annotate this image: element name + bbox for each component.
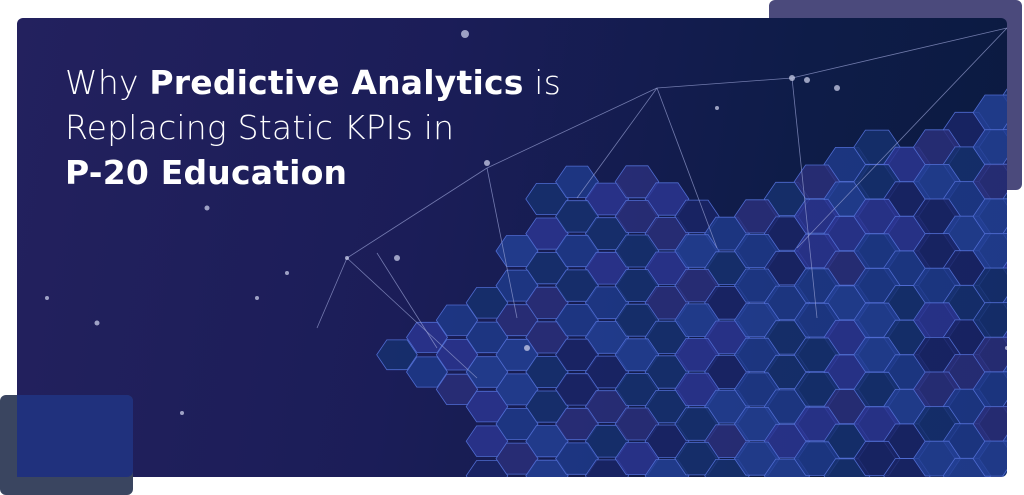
hexagon-cell [406, 356, 448, 388]
hexagon-cell [972, 163, 1007, 200]
star-dot [45, 296, 49, 300]
network-line [346, 167, 488, 259]
network-line [656, 77, 793, 89]
star-dot [804, 77, 810, 83]
title-line-3: P-20 Education [65, 150, 561, 195]
title-line-2: Replacing Static KPIs in [65, 108, 455, 147]
hexagon-cell [972, 302, 1007, 339]
banner-card: Why Predictive Analytics is Replacing St… [17, 18, 1007, 477]
title-text: Why [65, 63, 150, 102]
hexagon-cell [972, 198, 1007, 235]
network-line [346, 257, 478, 379]
network-line [791, 77, 818, 319]
hexagon-cell [972, 94, 1007, 131]
star-dot [484, 160, 490, 166]
title-highlight: Predictive Analytics [149, 63, 524, 102]
star-dot [789, 75, 795, 81]
star-dot [461, 30, 469, 38]
star-dot [394, 255, 400, 261]
network-line [791, 27, 1007, 79]
hexagon-cell [972, 336, 1007, 373]
star-dot [524, 345, 530, 351]
hexagon-cell [1002, 469, 1007, 477]
network-line [656, 87, 718, 249]
star-dot [255, 296, 259, 300]
network-line [486, 167, 518, 319]
hexagon-cell [972, 232, 1007, 270]
star-dot [1005, 346, 1007, 350]
title-line-1: Why Predictive Analytics is [65, 60, 561, 105]
star-dot [715, 106, 719, 110]
star-dot [834, 85, 840, 91]
hexagon-cell [972, 371, 1007, 408]
network-line [576, 87, 658, 199]
network-line [376, 252, 438, 349]
hexagon-cell [972, 440, 1007, 477]
title-highlight: P-20 Education [65, 153, 348, 192]
hexagon-cell [406, 321, 448, 353]
network-line [316, 257, 348, 329]
hexagon-cell [972, 129, 1007, 166]
hexagon-cell [972, 267, 1007, 304]
star-dot [180, 411, 184, 415]
hexagon-wave-illustration [45, 27, 1007, 477]
banner-title: Why Predictive Analytics is Replacing St… [65, 60, 561, 195]
star-dot [204, 205, 210, 211]
hexagon-cell [376, 339, 418, 371]
network-line [796, 27, 1007, 249]
network-line [486, 87, 658, 169]
title-text: is [523, 63, 562, 102]
decorative-panel-bottom-left-overlay [17, 395, 133, 477]
star-dot [94, 320, 100, 326]
hexagon-cell [972, 405, 1007, 443]
star-dot [345, 256, 349, 260]
star-dot [285, 271, 289, 275]
